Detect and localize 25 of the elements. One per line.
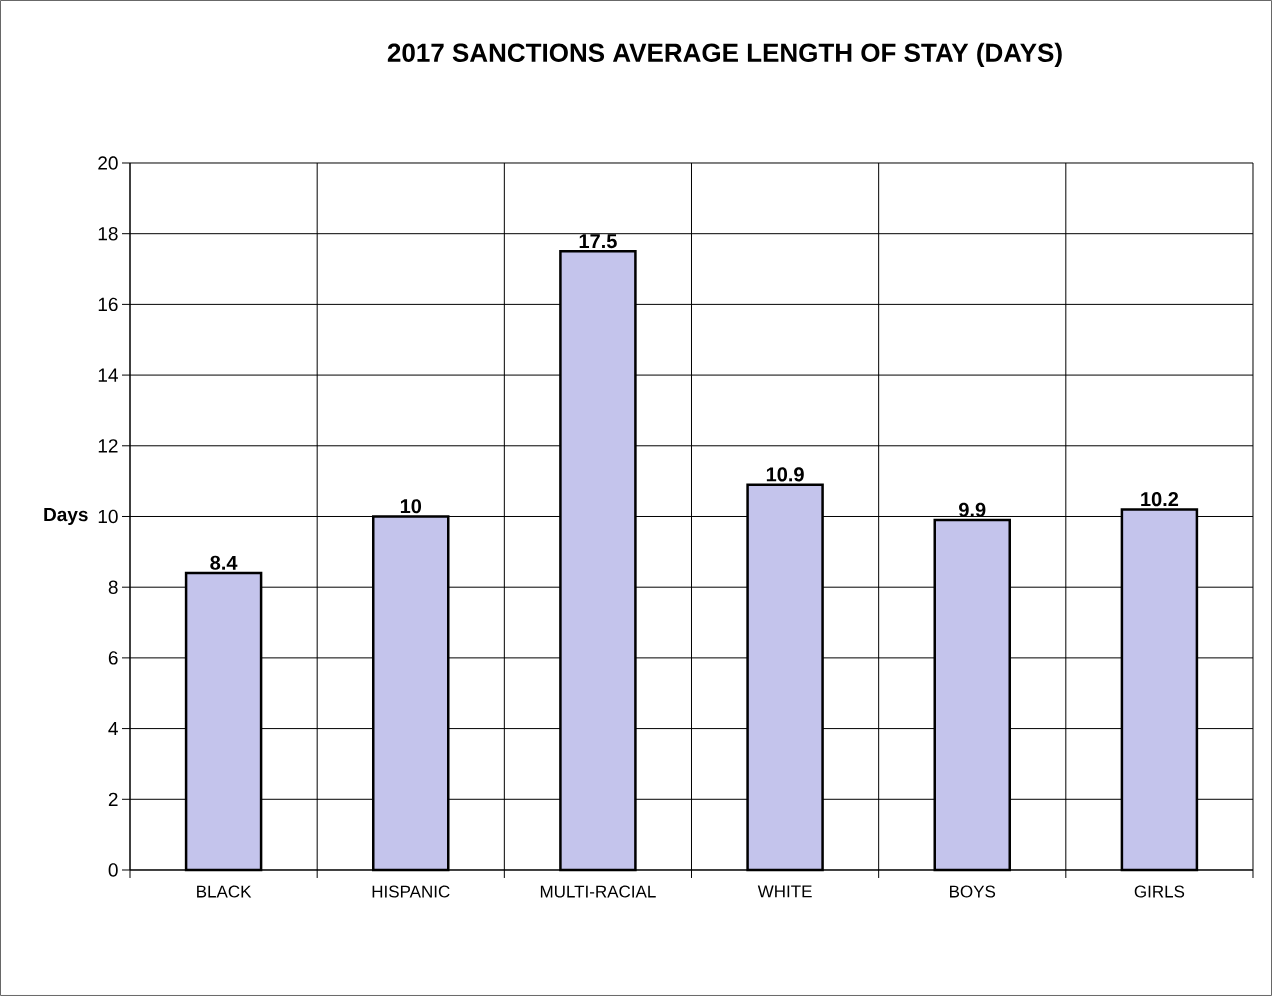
data-label: 8.4 (210, 555, 238, 570)
data-label: 10 (400, 499, 422, 514)
y-tick-label: 8 (108, 580, 118, 594)
x-tick-label: HISPANIC (372, 885, 450, 898)
chart-title: 2017 SANCTIONS AVERAGE LENGTH OF STAY (DAYS) (387, 42, 1062, 68)
y-tick-label: 12 (98, 439, 118, 453)
data-label: 9.9 (959, 502, 986, 517)
y-tick-label: 2 (108, 792, 118, 806)
y-axis-title: Days (44, 507, 88, 525)
y-tick-label: 14 (98, 368, 118, 382)
y-tick-label: 10 (98, 509, 118, 524)
data-label: 10.2 (1141, 492, 1179, 507)
y-tick-label: 16 (98, 297, 118, 312)
y-tick-label: 6 (108, 651, 118, 665)
y-tick-label: 18 (98, 226, 118, 241)
x-tick-label: WHITE (757, 885, 812, 898)
data-label: 10.9 (766, 467, 804, 482)
x-tick-label: BLACK (197, 885, 252, 898)
x-tick-label: BOYS (950, 885, 996, 898)
x-tick-label: MULTI-RACIAL (540, 885, 656, 898)
data-label: 17.5 (579, 234, 617, 249)
y-tick-label: 0 (108, 863, 118, 877)
y-tick-label: 4 (108, 722, 118, 736)
x-tick-label: GIRLS (1134, 885, 1185, 898)
y-tick-label: 20 (98, 156, 118, 170)
